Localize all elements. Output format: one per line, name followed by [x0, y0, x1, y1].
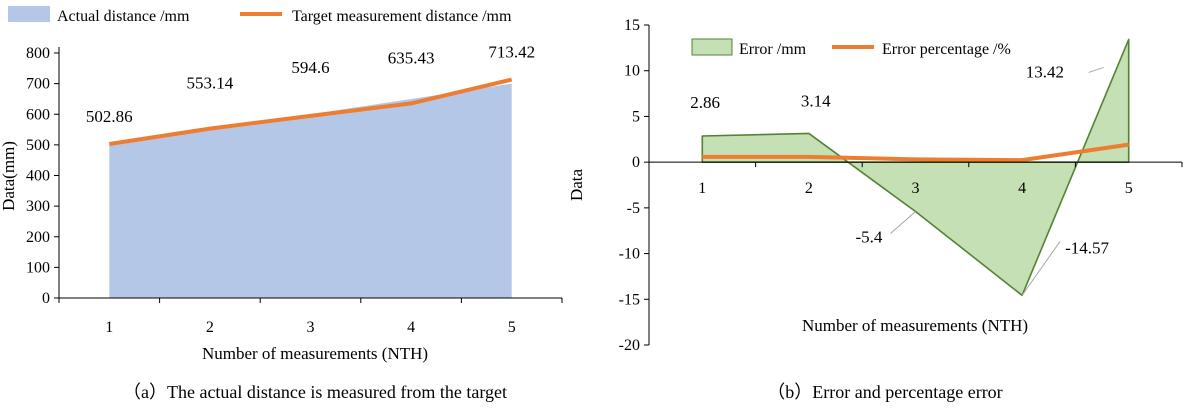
- legend-label-error: Error /mm: [739, 41, 807, 58]
- chart-a-data-label: 635.43: [388, 48, 435, 67]
- chart-b-y-tick-label: -15: [619, 291, 640, 308]
- area-actual-distance: [109, 83, 512, 298]
- chart-a: Actual distance /mm Target measurement d…: [0, 6, 563, 402]
- chart-b-y-tick-label: 5: [632, 108, 640, 125]
- legend-swatch-error: [691, 38, 733, 56]
- legend-swatch-actual-distance: [8, 6, 50, 22]
- chart-b-x-tick-label: 4: [1018, 180, 1026, 197]
- line-error-percentage: [702, 142, 1129, 163]
- chart-b-y-tick-label: -10: [619, 246, 640, 263]
- chart-b-label-leader: [1088, 66, 1104, 73]
- chart-b-caption: （b）Error and percentage error: [767, 382, 1002, 402]
- chart-a-x-tick-label: 1: [105, 319, 113, 336]
- chart-a-y-tick-label: 200: [26, 229, 50, 246]
- chart-a-axes: 0 100 200 300 400 500 600 700 800 1 2 3 4 5: [26, 45, 563, 336]
- chart-a-data-labels: 502.86 553.14 594.6 635.43 713.42: [86, 43, 535, 126]
- chart-b-x-tick-label: 1: [698, 180, 706, 197]
- chart-b-plot-area: [701, 38, 1130, 297]
- chart-a-data-label: 713.42: [488, 43, 535, 62]
- chart-b-x-axis-title: Number of measurements (NTH): [802, 316, 1028, 335]
- chart-a-data-label: 502.86: [86, 107, 133, 126]
- chart-b-data-label: 13.42: [1026, 62, 1064, 81]
- chart-b-y-tick-label: 10: [624, 63, 640, 80]
- chart-a-y-tick-label: 700: [26, 76, 50, 93]
- chart-b-x-tick-label: 2: [805, 180, 813, 197]
- chart-a-y-axis-title: Data(mm): [0, 141, 18, 211]
- area-error: [701, 38, 1130, 297]
- chart-b-data-label: -5.4: [856, 228, 883, 247]
- chart-a-y-tick-label: 100: [26, 259, 50, 276]
- chart-a-x-tick-label: 2: [206, 319, 214, 336]
- chart-b-label-leader: [1021, 241, 1061, 296]
- chart-b-x-tick-label: 3: [912, 180, 920, 197]
- chart-b-label-leader: [890, 211, 916, 234]
- chart-b-y-axis-title: Data: [567, 169, 586, 202]
- legend-label-error-percentage: Error percentage /%: [882, 41, 1011, 58]
- chart-b-data-label: -14.57: [1065, 238, 1109, 257]
- chart-b-y-tick-label: -20: [619, 337, 640, 354]
- chart-b-data-label: 3.14: [801, 91, 831, 110]
- chart-a-y-tick-label: 800: [26, 45, 50, 62]
- chart-a-x-tick-label: 5: [508, 319, 516, 336]
- legend-label-target-distance: Target measurement distance /mm: [292, 8, 512, 25]
- chart-b-x-tick-label: 5: [1125, 180, 1133, 197]
- chart-b-axes: -20 -15 -10 -5 0 5 10 15 1 2 3 4 5: [619, 17, 1183, 354]
- chart-a-y-tick-label: 500: [26, 137, 50, 154]
- chart-b-y-tick-label: -5: [627, 200, 640, 217]
- chart-b-data-labels: 2.86 3.14 -5.4 -14.57 13.42: [690, 62, 1110, 296]
- chart-a-x-tick-label: 4: [407, 319, 415, 336]
- chart-a-caption: （a）The actual distance is measured from …: [123, 382, 507, 402]
- chart-b-y-tick-label: 0: [632, 154, 640, 171]
- chart-a-plot-area: [108, 77, 513, 298]
- chart-a-y-tick-label: 0: [42, 290, 50, 307]
- chart-b-y-tick-label: 15: [624, 17, 640, 34]
- chart-a-x-axis-title: Number of measurements (NTH): [202, 344, 428, 363]
- chart-a-x-tick-label: 3: [307, 319, 315, 336]
- legend-label-actual-distance: Actual distance /mm: [57, 8, 190, 25]
- chart-a-y-tick-label: 300: [26, 198, 50, 215]
- chart-b-legend: Error /mm Error percentage /%: [691, 38, 1011, 58]
- chart-a-data-label: 594.6: [291, 58, 329, 77]
- chart-b: Error /mm Error percentage /% -20-15-10-…: [567, 17, 1183, 402]
- chart-a-y-tick-label: 400: [26, 168, 50, 185]
- chart-b-data-label: 2.86: [690, 93, 720, 112]
- chart-a-y-tick-label: 600: [26, 106, 50, 123]
- line-target-distance: [108, 77, 513, 146]
- chart-a-legend: Actual distance /mm Target measurement d…: [8, 6, 512, 25]
- chart-a-data-label: 553.14: [187, 74, 234, 93]
